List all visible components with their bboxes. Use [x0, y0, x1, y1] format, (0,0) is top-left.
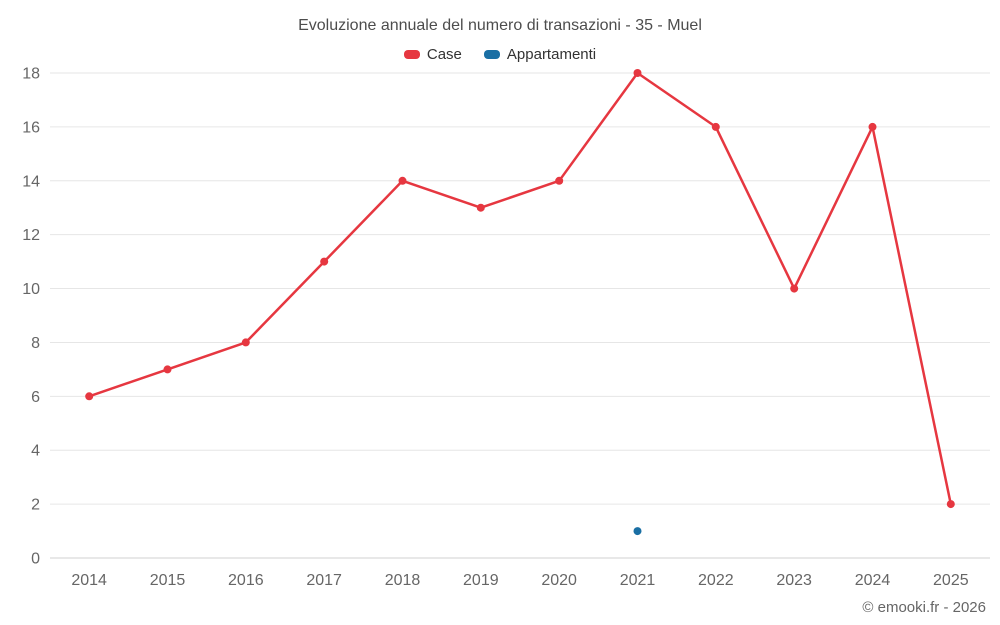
x-axis-tick-label: 2025 — [933, 572, 969, 589]
x-axis-tick-label: 2016 — [228, 572, 264, 589]
x-axis-tick-label: 2017 — [306, 572, 342, 589]
y-axis-tick-label: 0 — [31, 551, 40, 568]
credit-text: © emooki.fr - 2026 — [862, 599, 986, 616]
x-axis-tick-label: 2020 — [541, 572, 577, 589]
data-point-case-2017[interactable] — [320, 257, 329, 266]
data-point-case-2021[interactable] — [633, 69, 642, 77]
legend-item-appartamenti[interactable]: Appartamenti — [483, 46, 597, 63]
x-axis-tick-label: 2021 — [620, 572, 656, 589]
y-axis-tick-label: 18 — [22, 66, 40, 83]
data-point-case-2024[interactable] — [868, 122, 877, 131]
y-axis-tick-label: 16 — [22, 119, 40, 136]
x-axis-tick-label: 2022 — [698, 572, 734, 589]
x-axis-tick-label: 2018 — [385, 572, 421, 589]
y-axis-tick-label: 8 — [31, 335, 40, 352]
y-axis-tick-label: 12 — [22, 227, 40, 244]
data-point-case-2025[interactable] — [946, 500, 955, 509]
data-point-case-2016[interactable] — [241, 338, 250, 347]
y-axis-tick-label: 10 — [22, 281, 40, 298]
x-axis-tick-label: 2014 — [71, 572, 107, 589]
legend-item-case[interactable]: Case — [403, 46, 462, 63]
y-axis-tick-label: 2 — [31, 497, 40, 514]
series-line-case — [87, 71, 953, 506]
y-axis-tick-label: 4 — [31, 443, 40, 460]
legend-label: Case — [426, 46, 462, 63]
data-point-case-2019[interactable] — [476, 203, 485, 212]
y-axis-tick-label: 6 — [31, 389, 40, 406]
x-axis-tick-label: 2023 — [776, 572, 812, 589]
x-axis-tick-label: 2015 — [150, 572, 186, 589]
chart-legend: Case Appartamenti — [0, 46, 1000, 63]
data-point-case-2018[interactable] — [398, 176, 407, 185]
data-point-case-2023[interactable] — [790, 284, 799, 293]
data-point-case-2014[interactable] — [85, 392, 94, 401]
legend-marker — [483, 50, 500, 59]
data-point-case-2022[interactable] — [711, 122, 720, 131]
chart-title: Evoluzione annuale del numero di transaz… — [298, 17, 702, 34]
data-point-case-2020[interactable] — [555, 176, 564, 185]
y-axis-tick-label: 14 — [22, 173, 40, 190]
legend-label: Appartamenti — [506, 46, 597, 63]
x-axis-tick-label: 2024 — [855, 572, 891, 589]
data-point-case-2015[interactable] — [163, 365, 172, 374]
x-axis-tick-label: 2019 — [463, 572, 499, 589]
data-point-appartamenti-2021[interactable] — [633, 527, 642, 536]
legend-marker — [403, 50, 420, 59]
